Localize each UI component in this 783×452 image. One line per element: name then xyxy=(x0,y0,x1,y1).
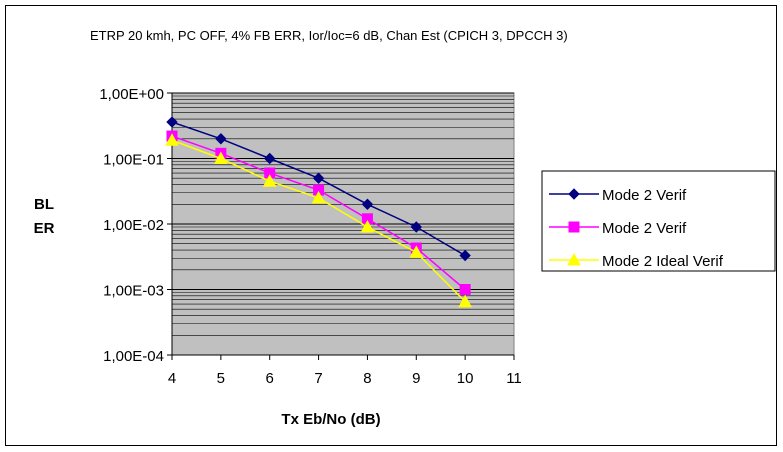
data-point xyxy=(262,174,277,187)
data-point xyxy=(166,116,178,128)
y-tick-label: 1,00E-04 xyxy=(103,348,164,365)
data-point xyxy=(215,133,227,145)
line-chart: ETRP 20 kmh, PC OFF, 4% FB ERR, Ior/Ioc=… xyxy=(34,28,776,428)
x-tick-label: 6 xyxy=(266,370,274,387)
legend-box xyxy=(541,170,776,272)
series-3 xyxy=(165,133,472,308)
legend-marker xyxy=(568,221,580,233)
y-tick-label: 1,00E-02 xyxy=(103,217,164,234)
data-point xyxy=(360,219,375,233)
data-point xyxy=(458,294,472,308)
x-tick-label: 5 xyxy=(217,370,225,387)
y-tick-label: 1,00E+00 xyxy=(99,86,164,103)
x-tick-label: 7 xyxy=(314,370,322,387)
data-point xyxy=(214,151,228,164)
legend-item-2: Mode 2 Verif xyxy=(549,220,687,237)
legend-label: Mode 2 Verif xyxy=(602,220,687,237)
data-point xyxy=(409,245,424,258)
legend-marker xyxy=(567,252,581,266)
data-point xyxy=(459,284,471,295)
data-point xyxy=(264,152,276,165)
data-point xyxy=(312,172,325,184)
x-tick-label: 10 xyxy=(457,370,474,387)
y-axis-label-line1: BL xyxy=(34,196,54,213)
data-point xyxy=(361,198,374,210)
y-tick-label: 1,00E-01 xyxy=(103,152,164,169)
data-point xyxy=(165,133,179,146)
legend-label: Mode 2 Verif xyxy=(602,187,687,204)
chart-frame: ETRP 20 kmh, PC OFF, 4% FB ERR, Ior/Ioc=… xyxy=(5,5,777,446)
x-tick-label: 8 xyxy=(363,370,371,387)
legend-item-3: Mode 2 Ideal Verif xyxy=(549,252,724,270)
series-group xyxy=(165,116,472,308)
y-axis-label-line2: ER xyxy=(34,220,55,237)
series-1 xyxy=(166,116,471,262)
legend: Mode 2 Verif Mode 2 Verif Mode 2 Ideal Ver… xyxy=(549,187,724,270)
x-tick-label: 11 xyxy=(506,370,522,387)
x-tick-label: 4 xyxy=(168,370,176,387)
data-point xyxy=(410,221,422,233)
legend-item-1: Mode 2 Verif xyxy=(549,187,687,204)
legend-marker xyxy=(568,188,580,200)
axes: 1,00E+00 1,00E-01 1,00E-02 1,00E-03 1,00E-04… xyxy=(99,86,521,387)
legend-label: Mode 2 Ideal Verif xyxy=(602,253,724,270)
chart-title: ETRP 20 kmh, PC OFF, 4% FB ERR, Ior/Ioc=… xyxy=(90,28,568,43)
x-tick-label: 9 xyxy=(412,370,420,387)
x-axis-label: Tx Eb/No (dB) xyxy=(281,411,380,428)
data-point xyxy=(311,190,326,204)
y-tick-label: 1,00E-03 xyxy=(103,283,164,300)
data-point xyxy=(459,249,471,262)
